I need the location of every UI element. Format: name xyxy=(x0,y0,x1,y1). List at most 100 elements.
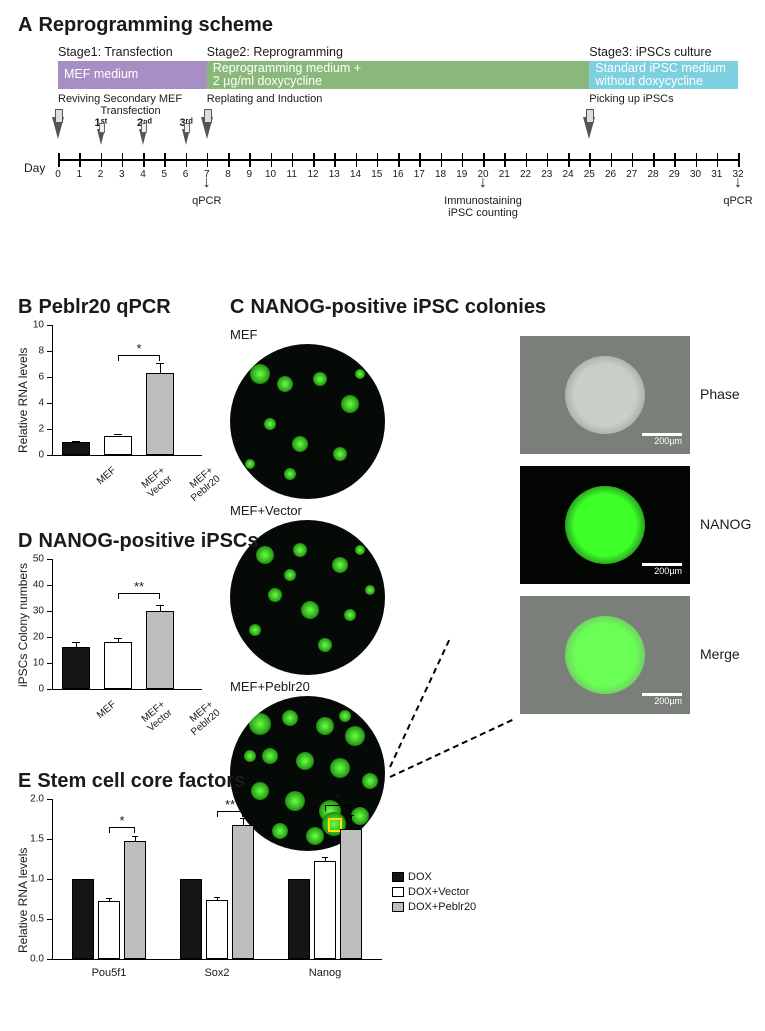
gene-label: Nanog xyxy=(309,967,341,979)
tick xyxy=(101,153,103,167)
tick-label: 24 xyxy=(562,169,573,180)
tick-label: 22 xyxy=(520,169,531,180)
tick-label: 19 xyxy=(456,169,467,180)
panel-c-label: C xyxy=(230,296,244,319)
tick xyxy=(568,153,570,167)
tick xyxy=(164,153,166,167)
y-tick-label: 4 xyxy=(18,398,44,409)
tick-label: 0 xyxy=(55,169,61,180)
tick-label: 21 xyxy=(499,169,510,180)
bar xyxy=(146,373,174,455)
tick-label: 28 xyxy=(647,169,658,180)
y-tick-label: 20 xyxy=(18,632,44,643)
bar xyxy=(288,879,310,959)
stage-name: Stage3: iPSCs culture xyxy=(589,45,738,59)
colony-spot xyxy=(313,372,327,386)
tick-label: 5 xyxy=(161,169,167,180)
colony-spot xyxy=(333,447,347,461)
event-arrow-icon xyxy=(52,117,64,139)
tick xyxy=(143,153,145,167)
colony-spot xyxy=(264,418,276,430)
scalebar: 200µm xyxy=(642,691,682,706)
legend-swatch xyxy=(392,887,404,897)
colony-spot xyxy=(341,395,359,413)
y-tick-label: 1.5 xyxy=(18,834,44,845)
y-tick-label: 0.0 xyxy=(18,954,44,965)
panel-b-label: B xyxy=(18,296,32,319)
tick-label: 3 xyxy=(119,169,125,180)
tick xyxy=(398,153,400,167)
y-tick-label: 0 xyxy=(18,450,44,461)
tick xyxy=(547,153,549,167)
colony-spot xyxy=(316,717,334,735)
tick-label: 1 xyxy=(76,169,82,180)
scalebar: 200µm xyxy=(642,431,682,446)
tick xyxy=(653,153,655,167)
x-category-label: MEF+ Peblr20 xyxy=(182,465,223,504)
chart-e: Relative RNA levels0.00.51.01.52.0Pou5f1… xyxy=(18,799,548,1009)
sig-stars: ** xyxy=(134,579,144,594)
micrograph-label: Phase xyxy=(700,386,740,402)
y-tick-label: 2 xyxy=(18,424,44,435)
tick xyxy=(377,153,379,167)
tick xyxy=(249,153,251,167)
bar xyxy=(124,841,146,959)
colony-spot xyxy=(339,710,351,722)
event-label: Replating and Induction xyxy=(207,93,323,105)
tick-label: 4 xyxy=(140,169,146,180)
colony xyxy=(565,356,645,434)
down-arrow-icon: ↓ xyxy=(203,175,211,191)
below-event-label: qPCR xyxy=(192,195,221,207)
x-category-label: MEF+ Vector xyxy=(139,699,175,734)
tick xyxy=(271,153,273,167)
tick-label: 9 xyxy=(246,169,252,180)
panel-a-title: Reprogramming scheme xyxy=(38,14,273,37)
down-arrow-icon: ↓ xyxy=(734,175,742,191)
tick-label: 2 xyxy=(98,169,104,180)
tick-label: 30 xyxy=(690,169,701,180)
tick-label: 14 xyxy=(350,169,361,180)
x-category-label: MEF+ Vector xyxy=(139,465,175,500)
panel-e-label: E xyxy=(18,770,31,793)
tick-label: 26 xyxy=(605,169,616,180)
y-tick-label: 30 xyxy=(18,606,44,617)
tick-label: 31 xyxy=(711,169,722,180)
panel-a: A Reprogramming scheme Stage1: Transfect… xyxy=(18,14,747,233)
bar xyxy=(206,900,228,959)
tick-label: 13 xyxy=(329,169,340,180)
event-arrow-icon xyxy=(583,117,595,139)
y-tick-label: 50 xyxy=(18,554,44,565)
tick-label: 17 xyxy=(414,169,425,180)
dish-label: MEF xyxy=(230,327,546,342)
legend-text: DOX xyxy=(408,871,432,883)
tick xyxy=(526,153,528,167)
panel-e-title: Stem cell core factors xyxy=(37,770,245,793)
chart-b: Relative RNA levels0246810MEFMEF+ Vector… xyxy=(18,325,218,525)
colony-spot xyxy=(282,710,298,726)
y-tick-label: 1.0 xyxy=(18,874,44,885)
stage-box: MEF medium xyxy=(58,61,207,89)
tick-label: 27 xyxy=(626,169,637,180)
event-label: Reviving Secondary MEF xyxy=(58,93,182,105)
micrograph: 200µm xyxy=(520,596,690,714)
bar xyxy=(232,825,254,959)
bar xyxy=(98,901,120,959)
colony-spot xyxy=(345,726,365,746)
legend-text: DOX+Peblr20 xyxy=(408,901,476,913)
y-axis-label: Relative RNA levels xyxy=(16,848,30,953)
bar xyxy=(62,442,90,455)
tick-label: 12 xyxy=(307,169,318,180)
tick xyxy=(504,153,506,167)
bar xyxy=(104,436,132,456)
event-arrow-icon xyxy=(201,117,213,139)
tick xyxy=(186,153,188,167)
colony-spot xyxy=(256,546,274,564)
dish-label: MEF+Peblr20 xyxy=(230,679,546,694)
dish-label: MEF+Vector xyxy=(230,503,546,518)
colony-spot xyxy=(296,752,314,770)
tick xyxy=(207,153,209,167)
tick xyxy=(292,153,294,167)
tick xyxy=(58,153,60,167)
tick-label: 18 xyxy=(435,169,446,180)
x-category-label: MEF+ Peblr20 xyxy=(182,699,223,738)
